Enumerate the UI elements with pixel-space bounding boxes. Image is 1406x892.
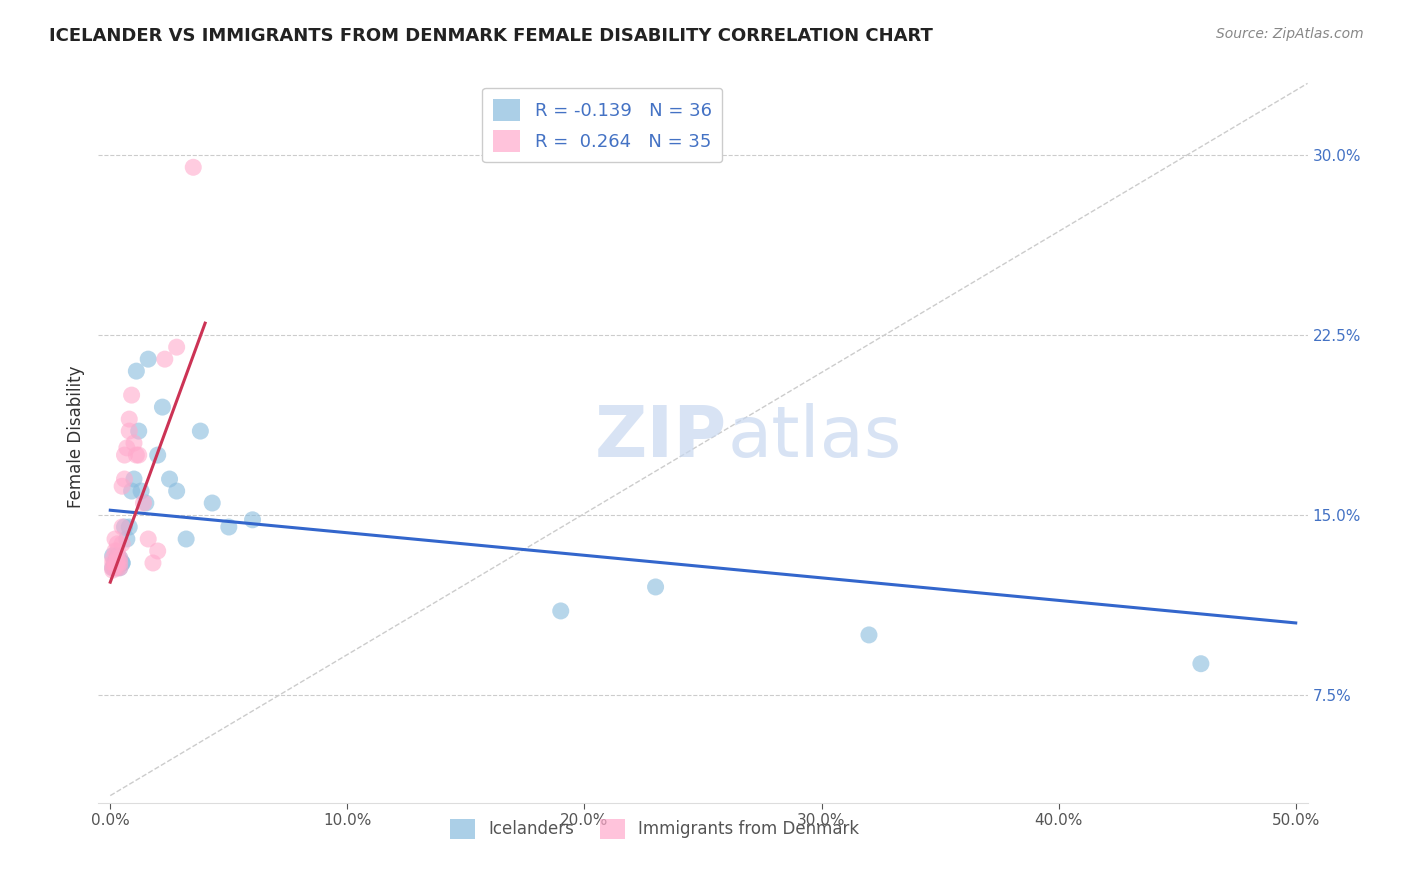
Point — [104, 532, 127, 546]
Point — [105, 537, 128, 551]
Point — [105, 551, 128, 566]
Point — [101, 556, 124, 570]
Point — [118, 412, 141, 426]
Point — [153, 352, 176, 367]
Point — [550, 604, 572, 618]
Point — [135, 496, 157, 510]
Y-axis label: Female Disability: Female Disability — [66, 366, 84, 508]
Point — [105, 556, 128, 570]
Point — [104, 561, 127, 575]
Text: Source: ZipAtlas.com: Source: ZipAtlas.com — [1216, 27, 1364, 41]
Text: atlas: atlas — [727, 402, 901, 472]
Point — [152, 400, 174, 414]
Point — [181, 161, 204, 175]
Point — [190, 424, 212, 438]
Point — [115, 441, 138, 455]
Point — [101, 551, 124, 566]
Point — [101, 561, 124, 575]
Point — [108, 551, 131, 566]
Point — [105, 561, 128, 575]
Point — [128, 424, 150, 438]
Point — [166, 483, 188, 498]
Point — [201, 496, 224, 510]
Point — [105, 544, 128, 558]
Point — [136, 532, 159, 546]
Point — [166, 340, 188, 354]
Point — [104, 561, 127, 575]
Point — [108, 556, 131, 570]
Point — [111, 556, 134, 570]
Point — [104, 556, 127, 570]
Point — [118, 424, 141, 438]
Point — [114, 448, 136, 462]
Point — [136, 352, 159, 367]
Point — [114, 472, 136, 486]
Point — [108, 561, 131, 575]
Point — [174, 532, 197, 546]
Point — [105, 551, 128, 566]
Point — [104, 544, 127, 558]
Point — [101, 563, 124, 577]
Point — [129, 483, 152, 498]
Point — [114, 520, 136, 534]
Text: ICELANDER VS IMMIGRANTS FROM DENMARK FEMALE DISABILITY CORRELATION CHART: ICELANDER VS IMMIGRANTS FROM DENMARK FEM… — [49, 27, 934, 45]
Point — [108, 551, 131, 566]
Point — [104, 556, 127, 570]
Point — [105, 561, 128, 575]
Point — [218, 520, 240, 534]
Legend: Icelanders, Immigrants from Denmark: Icelanders, Immigrants from Denmark — [444, 812, 866, 846]
Point — [111, 556, 134, 570]
Point — [1189, 657, 1212, 671]
Point — [242, 513, 264, 527]
Point — [125, 364, 148, 378]
Point — [122, 472, 145, 486]
Point — [111, 520, 134, 534]
Point — [132, 496, 155, 510]
Point — [101, 561, 124, 575]
Point — [118, 520, 141, 534]
Point — [121, 483, 143, 498]
Point — [105, 549, 128, 563]
Point — [121, 388, 143, 402]
Point — [146, 448, 169, 462]
Point — [108, 561, 131, 575]
Point — [111, 537, 134, 551]
Text: ZIP: ZIP — [595, 402, 727, 472]
Point — [115, 532, 138, 546]
Point — [122, 436, 145, 450]
Point — [125, 448, 148, 462]
Point — [105, 556, 128, 570]
Point — [142, 556, 165, 570]
Point — [111, 479, 134, 493]
Point — [146, 544, 169, 558]
Point — [644, 580, 666, 594]
Point — [104, 556, 127, 570]
Point — [128, 448, 150, 462]
Point — [858, 628, 880, 642]
Point — [101, 549, 124, 563]
Point — [159, 472, 181, 486]
